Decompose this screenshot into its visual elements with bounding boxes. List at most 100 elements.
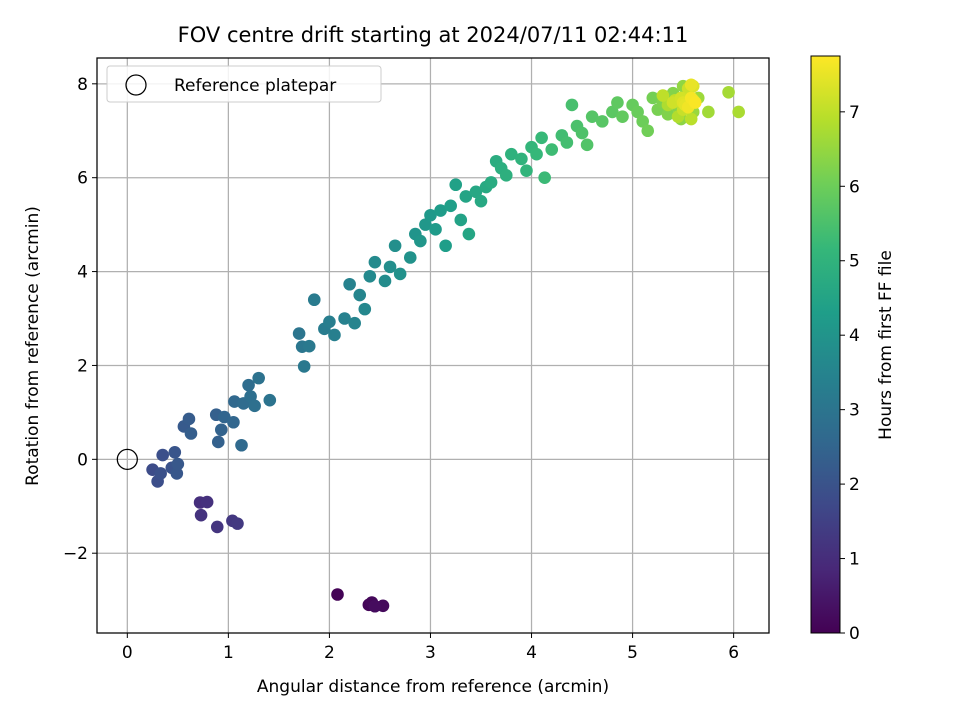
colorbar-tick-label: 3 <box>849 401 860 421</box>
x-tick-label: 1 <box>223 643 234 663</box>
colorbar-tick-label: 1 <box>849 550 860 570</box>
data-point <box>184 427 198 440</box>
data-point <box>211 435 225 449</box>
x-tick-label: 0 <box>122 643 133 663</box>
data-point <box>235 438 248 452</box>
legend: Reference platepar <box>106 65 382 103</box>
data-point <box>575 126 589 140</box>
data-point <box>242 378 255 392</box>
data-point <box>182 412 196 426</box>
x-tick-label: 5 <box>627 643 638 663</box>
data-point <box>292 327 306 340</box>
data-point <box>688 96 702 109</box>
data-point <box>414 234 427 248</box>
colorbar-tick-label: 0 <box>849 624 860 644</box>
data-point <box>722 85 735 99</box>
x-tick-label: 2 <box>324 643 335 663</box>
data-point <box>535 131 548 145</box>
data-point <box>358 302 372 316</box>
data-point <box>388 239 402 253</box>
data-point <box>684 112 698 126</box>
data-point <box>331 588 344 601</box>
data-point <box>210 520 224 534</box>
data-point <box>515 152 528 166</box>
data-point <box>307 293 321 307</box>
colorbar-tick-label: 5 <box>849 252 860 272</box>
data-point <box>646 91 660 105</box>
data-point <box>469 185 483 199</box>
data-point <box>595 115 609 128</box>
data-point <box>520 164 533 177</box>
chart-title: FOV centre drift starting at 2024/07/11 … <box>178 23 689 47</box>
data-point <box>368 599 382 613</box>
data-point <box>200 495 214 509</box>
data-point <box>702 105 715 119</box>
data-point <box>560 136 574 149</box>
data-point <box>248 399 261 413</box>
colorbar-tick-label: 4 <box>849 326 860 346</box>
legend-box <box>106 65 382 103</box>
data-point <box>353 288 367 302</box>
data-point <box>214 423 228 437</box>
data-point <box>383 260 397 274</box>
data-point <box>424 208 437 222</box>
data-point <box>499 169 513 182</box>
data-point <box>194 508 208 522</box>
data-point <box>462 227 476 241</box>
data-point <box>378 274 392 288</box>
data-point <box>606 105 619 119</box>
colorbar-label: Hours from first FF file <box>876 250 896 440</box>
data-point <box>641 124 655 138</box>
plot-frame <box>96 57 770 634</box>
data-point <box>444 199 457 213</box>
y-tick-label: 8 <box>77 75 88 95</box>
data-point <box>429 223 442 236</box>
data-point <box>231 517 244 530</box>
data-point <box>323 315 336 329</box>
y-tick-label: 0 <box>77 450 88 470</box>
data-point <box>684 78 698 92</box>
colorbar-tick-label: 6 <box>849 177 860 197</box>
data-point <box>545 143 559 156</box>
data-point <box>538 171 551 184</box>
y-tick-label: −2 <box>63 544 88 564</box>
y-tick-label: 4 <box>77 263 88 283</box>
y-tick-label: 6 <box>77 169 88 189</box>
data-point <box>170 467 184 480</box>
data-point <box>434 204 447 217</box>
data-point <box>368 255 382 269</box>
data-point <box>631 105 644 119</box>
data-point <box>616 110 629 123</box>
data-point <box>419 218 432 231</box>
legend-marker-reference <box>125 74 147 96</box>
data-point <box>154 467 167 480</box>
colorbar-tick-label: 7 <box>849 103 860 123</box>
x-tick-label: 4 <box>526 643 537 663</box>
data-point <box>505 147 518 161</box>
data-point <box>580 138 594 152</box>
data-point <box>338 312 351 325</box>
data-point <box>656 89 670 102</box>
data-point <box>474 194 488 208</box>
data-point <box>439 239 452 253</box>
data-point <box>530 147 543 161</box>
grid-lines <box>97 58 769 633</box>
data-point <box>328 328 341 342</box>
scatter-series <box>146 78 745 613</box>
data-point <box>168 445 182 459</box>
colorbar <box>810 55 841 634</box>
data-point <box>454 213 468 227</box>
data-point <box>585 110 599 123</box>
data-point <box>484 176 498 189</box>
x-axis-ticks: 0 1 2 3 4 5 6 <box>122 633 739 663</box>
legend-entry-reference: Reference platepar <box>174 76 336 96</box>
colorbar-tick-label: 2 <box>849 475 860 495</box>
data-point <box>227 415 240 429</box>
data-point <box>565 98 579 112</box>
data-point <box>343 277 356 291</box>
data-point <box>252 371 265 385</box>
y-tick-label: 2 <box>77 356 88 376</box>
data-point <box>171 457 185 471</box>
y-axis-ticks: −2 0 2 4 6 8 <box>63 75 97 564</box>
